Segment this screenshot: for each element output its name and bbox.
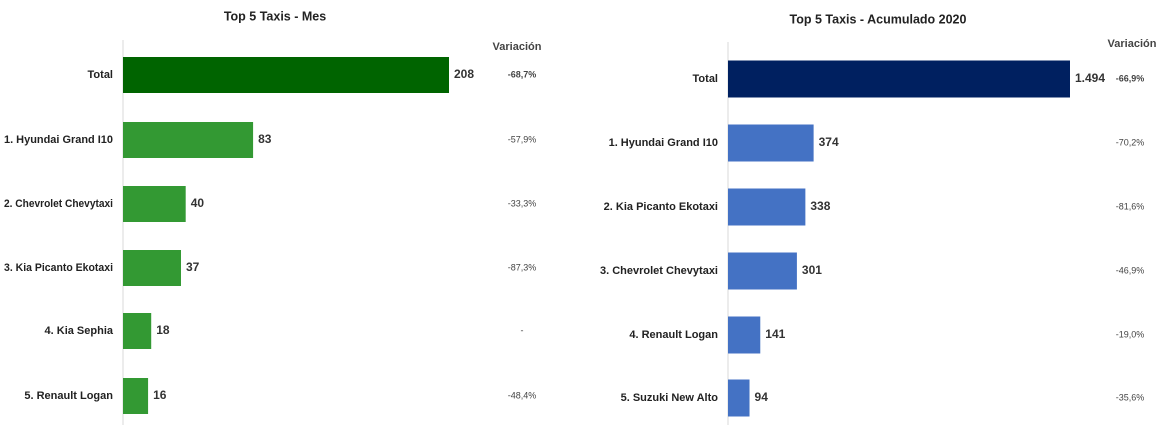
value-label: 141 [765,327,785,341]
value-label: 40 [191,196,205,210]
bar [728,252,797,290]
variation: -57,9% [508,134,537,144]
value-label: 301 [802,263,822,277]
variation: -33,3% [508,198,537,208]
bar [123,250,181,286]
category-label: Total [693,73,718,85]
category-label: 2. Kia Picanto Ekotaxi [604,201,718,213]
value-label: 208 [454,67,474,81]
value-label: 37 [186,260,200,274]
variation: -46,9% [1116,265,1145,275]
category-label: Total [88,69,113,81]
category-label: 4. Renault Logan [629,329,718,341]
variation-header: Variación [1108,38,1157,50]
variation: -81,6% [1116,201,1145,211]
value-label: 1.494 [1075,71,1105,85]
value-label: 16 [153,388,167,402]
category-label: 2. Chevrolet Chevytaxi [4,198,113,210]
value-label: 18 [156,323,170,337]
bar [728,60,1070,98]
category-label: 3. Chevrolet Chevytaxi [600,265,718,277]
bar [123,57,449,93]
value-label: 374 [819,135,839,149]
value-label: 83 [258,132,272,146]
bar [123,186,186,222]
variation: -66,9% [1116,73,1145,83]
variation-header: Variación [493,41,542,53]
variation: -68,7% [508,69,537,79]
chart-title: Top 5 Taxis - Mes [224,9,326,23]
variation: - [521,325,524,335]
bar [123,122,254,158]
bar [123,378,149,414]
bar [123,313,152,349]
value-label: 94 [755,390,769,404]
category-label: 1. Hyundai Grand I10 [609,137,718,149]
category-label: 5. Suzuki New Alto [621,392,719,404]
category-label: 4. Kia Sephia [45,325,114,337]
category-label: 1. Hyundai Grand I10 [4,134,113,146]
bar [728,188,806,226]
value-label: 338 [810,199,830,213]
variation: -48,4% [508,390,537,400]
bar [728,124,814,162]
bar [728,379,750,417]
variation: -87,3% [508,262,537,272]
category-label: 5. Renault Logan [24,390,113,402]
bar [728,316,761,354]
category-label: 3. Kia Picanto Ekotaxi [4,262,113,274]
variation: -35,6% [1116,392,1145,402]
chart-title: Top 5 Taxis - Acumulado 2020 [790,12,967,26]
variation: -70,2% [1116,137,1145,147]
variation: -19,0% [1116,329,1145,339]
